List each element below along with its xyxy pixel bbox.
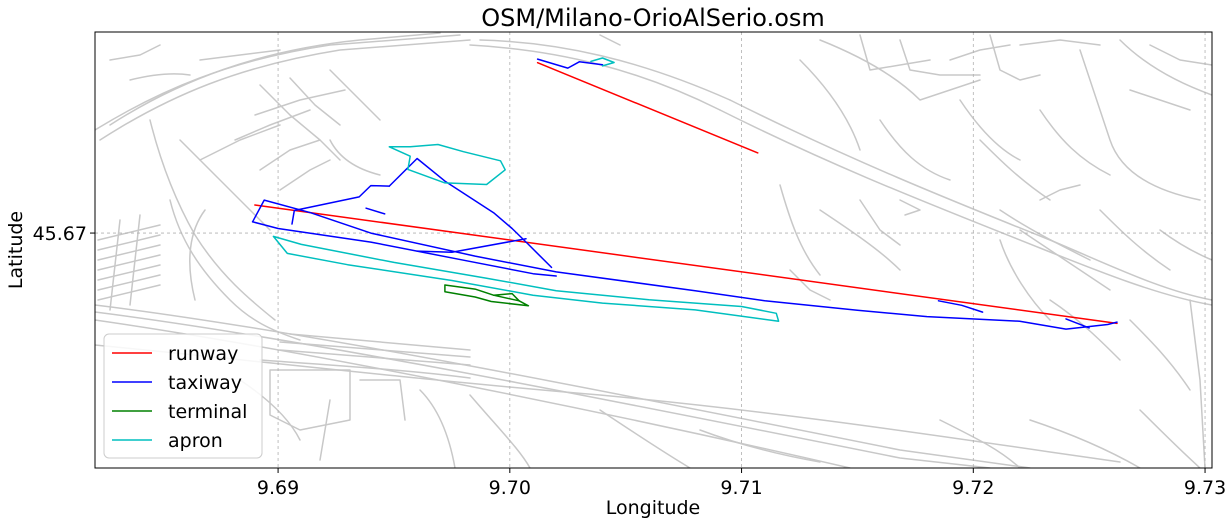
series-apron [272, 57, 780, 322]
y-tick-label: 45.67 [33, 223, 87, 245]
taxiway-line [937, 300, 984, 313]
x-tick-label: 9.69 [257, 477, 299, 499]
plot-frame [94, 31, 1213, 469]
legend-label-runway: runway [168, 343, 238, 365]
legend-label-apron: apron [168, 430, 223, 452]
taxiway-line [251, 199, 1118, 330]
runway-line [536, 61, 759, 154]
taxiway-line [416, 237, 527, 254]
background-road-network [95, 32, 1212, 468]
y-axis-ticks: 45.67 [33, 223, 95, 245]
legend-label-terminal: terminal [168, 401, 247, 423]
legend: runway taxiway terminal apron [103, 333, 263, 459]
series-terminal [444, 284, 530, 307]
grid-lines [95, 32, 1212, 468]
runway-line [254, 204, 1118, 325]
series-runway [254, 61, 1118, 325]
x-tick-label: 9.71 [720, 477, 762, 499]
x-axis-ticks: 9.69 9.70 9.71 9.72 9.73 [257, 468, 1226, 499]
series-layer [251, 57, 1118, 330]
taxiway-line [388, 157, 553, 269]
legend-label-taxiway: taxiway [168, 372, 242, 394]
y-axis-label: Latitude [5, 211, 27, 289]
apron-line [388, 143, 506, 186]
taxiway-line [536, 58, 604, 69]
series-taxiway [251, 58, 1118, 330]
x-tick-label: 9.70 [489, 477, 531, 499]
terminal-line [492, 292, 520, 302]
apron-line [272, 235, 780, 322]
chart-title: OSM/Milano-OrioAlSerio.osm [481, 4, 825, 32]
x-axis-label: Longitude [606, 497, 701, 519]
plot-area [95, 32, 1212, 468]
legend-box [103, 333, 263, 459]
taxiway-line [1065, 318, 1090, 329]
terminal-line [444, 284, 530, 307]
x-tick-label: 9.73 [1184, 477, 1226, 499]
apron-line [590, 57, 615, 67]
x-tick-label: 9.72 [952, 477, 994, 499]
taxiway-line [365, 207, 386, 215]
taxiway-line [291, 184, 391, 225]
